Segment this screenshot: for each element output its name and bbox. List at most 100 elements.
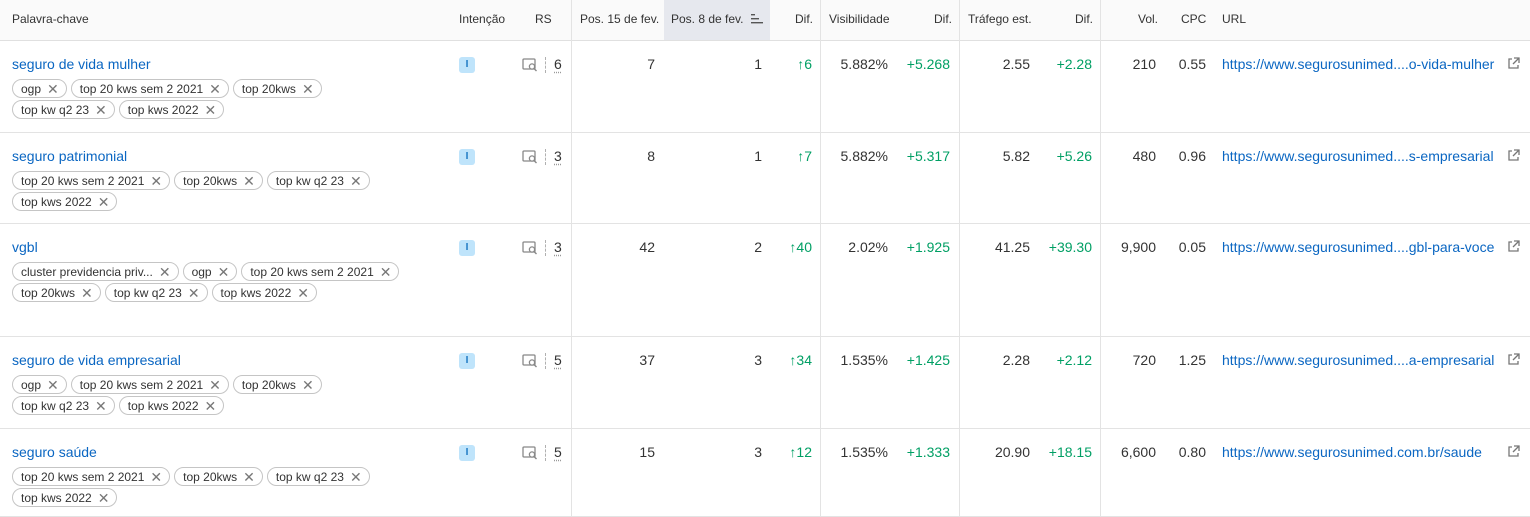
serp-features-icon[interactable] xyxy=(522,150,538,164)
tag-list: top 20 kws sem 2 2021 ✕ top 20kws ✕ top kw q… xyxy=(12,467,432,509)
col-keyword[interactable]: Palavra-chave xyxy=(12,12,89,26)
close-icon[interactable]: ✕ xyxy=(150,172,163,189)
rs-value[interactable]: 3 xyxy=(554,239,562,255)
rs-value[interactable]: 6 xyxy=(554,56,562,72)
keyword-link[interactable]: seguro de vida empresarial xyxy=(12,352,181,368)
close-icon[interactable]: ✕ xyxy=(187,284,200,301)
tag-chip[interactable]: top 20 kws sem 2 2021 ✕ xyxy=(241,262,400,281)
close-icon[interactable]: ✕ xyxy=(47,376,59,393)
tag-chip[interactable]: top kws 2022 ✕ xyxy=(211,283,317,302)
tag-chip[interactable]: ogp ✕ xyxy=(12,375,67,394)
intent-badge[interactable]: I xyxy=(459,353,475,369)
url-link[interactable]: https://www.segurosunimed.com.br/saude xyxy=(1222,444,1482,460)
close-icon[interactable]: ✕ xyxy=(97,193,110,210)
col-pos-8-feb[interactable]: Pos. 8 de fev. xyxy=(664,0,770,40)
tag-chip[interactable]: top 20 kws sem 2 2021 ✕ xyxy=(12,171,171,190)
tag-chip[interactable]: top 20 kws sem 2 2021 ✕ xyxy=(12,467,171,486)
external-link-icon[interactable] xyxy=(1507,149,1520,162)
tag-chip[interactable]: top kw q2 23 ✕ xyxy=(266,467,370,486)
close-icon[interactable]: ✕ xyxy=(243,468,255,485)
close-icon[interactable]: ✕ xyxy=(217,263,230,280)
table-row: seguro de vida mulher I 6 7 1 ↑6 5.882% +5.268… xyxy=(0,41,1530,133)
close-icon[interactable]: ✕ xyxy=(349,172,362,189)
close-icon[interactable]: ✕ xyxy=(97,489,110,506)
close-icon[interactable]: ✕ xyxy=(301,80,314,97)
close-icon[interactable]: ✕ xyxy=(297,284,309,301)
tag-chip[interactable]: top kw q2 23 ✕ xyxy=(12,396,115,415)
tag-label: top kws 2022 xyxy=(127,398,199,413)
keyword-link[interactable]: seguro patrimonial xyxy=(12,148,128,164)
close-icon[interactable]: ✕ xyxy=(209,376,221,393)
close-icon[interactable]: ✕ xyxy=(301,376,314,393)
external-link-icon[interactable] xyxy=(1507,445,1520,458)
close-icon[interactable]: ✕ xyxy=(204,397,217,414)
url-link[interactable]: https://www.segurosunimed....o-vida-mulh… xyxy=(1222,56,1495,72)
intent-badge[interactable]: I xyxy=(459,57,475,73)
close-icon[interactable]: ✕ xyxy=(81,284,93,301)
external-link-icon[interactable] xyxy=(1507,240,1520,253)
tag-chip[interactable]: top kws 2022 ✕ xyxy=(12,488,118,507)
close-icon[interactable]: ✕ xyxy=(95,101,107,118)
tag-chip[interactable]: top 20kws ✕ xyxy=(174,467,263,486)
col-cpc[interactable]: CPC xyxy=(1181,12,1207,26)
serp-features-icon[interactable] xyxy=(522,446,538,460)
cell-cpc: 0.80 xyxy=(1178,444,1206,460)
col-volume[interactable]: Vol. xyxy=(1138,12,1159,26)
tag-label: top 20 kws sem 2 2021 xyxy=(79,377,204,392)
tag-chip[interactable]: top 20kws ✕ xyxy=(232,375,322,394)
col-diff-traffic[interactable]: Dif. xyxy=(1075,12,1093,26)
serp-features-icon[interactable] xyxy=(522,58,538,72)
col-traffic[interactable]: Tráfego est. xyxy=(968,12,1032,26)
tag-chip[interactable]: ogp ✕ xyxy=(182,262,238,281)
col-url[interactable]: URL xyxy=(1222,12,1247,26)
tag-chip[interactable]: top kws 2022 ✕ xyxy=(12,192,118,211)
close-icon[interactable]: ✕ xyxy=(209,80,221,97)
close-icon[interactable]: ✕ xyxy=(349,468,362,485)
tag-chip[interactable]: top kws 2022 ✕ xyxy=(118,396,225,415)
tag-chip[interactable]: top 20kws ✕ xyxy=(232,79,322,98)
close-icon[interactable]: ✕ xyxy=(243,172,255,189)
col-visibility[interactable]: Visibilidade xyxy=(829,12,890,26)
close-icon[interactable]: ✕ xyxy=(204,101,217,118)
tag-chip[interactable]: top kws 2022 ✕ xyxy=(118,100,225,119)
tag-chip[interactable]: ogp ✕ xyxy=(12,79,67,98)
url-link[interactable]: https://www.segurosunimed....s-empresari… xyxy=(1222,148,1494,164)
col-diff-position[interactable]: Dif. xyxy=(795,12,813,26)
cell-traffic: 20.90 xyxy=(994,444,1030,460)
intent-badge[interactable]: I xyxy=(459,240,475,256)
tag-chip[interactable]: top 20kws ✕ xyxy=(12,283,101,302)
keyword-link[interactable]: seguro saúde xyxy=(12,444,97,460)
close-icon[interactable]: ✕ xyxy=(158,263,171,280)
tag-chip[interactable]: cluster previdencia priv... ✕ xyxy=(12,262,179,281)
tag-chip[interactable]: top 20 kws sem 2 2021 ✕ xyxy=(70,375,229,394)
close-icon[interactable]: ✕ xyxy=(379,263,392,280)
keyword-link[interactable]: vgbl xyxy=(12,239,38,255)
col-intent[interactable]: Intenção xyxy=(459,12,506,26)
intent-badge[interactable]: I xyxy=(459,445,475,461)
keyword-link[interactable]: seguro de vida mulher xyxy=(12,56,151,72)
close-icon[interactable]: ✕ xyxy=(95,397,107,414)
tag-chip[interactable]: top kw q2 23 ✕ xyxy=(104,283,208,302)
rs-value[interactable]: 3 xyxy=(554,148,562,164)
intent-badge[interactable]: I xyxy=(459,149,475,165)
url-link[interactable]: https://www.segurosunimed....a-empresari… xyxy=(1222,352,1495,368)
cell-cpc: 0.96 xyxy=(1178,148,1206,164)
close-icon[interactable]: ✕ xyxy=(150,468,163,485)
external-link-icon[interactable] xyxy=(1507,57,1520,70)
rs-value[interactable]: 5 xyxy=(554,352,562,368)
external-link-icon[interactable] xyxy=(1507,353,1520,366)
tag-chip[interactable]: top kw q2 23 ✕ xyxy=(12,100,115,119)
url-link[interactable]: https://www.segurosunimed....gbl-para-vo… xyxy=(1222,239,1495,255)
tag-label: top kws 2022 xyxy=(21,490,92,505)
serp-features-icon[interactable] xyxy=(522,241,538,255)
tag-chip[interactable]: top kw q2 23 ✕ xyxy=(266,171,370,190)
close-icon[interactable]: ✕ xyxy=(47,80,59,97)
col-pos-15-feb[interactable]: Pos. 15 de fev. xyxy=(580,12,660,26)
col-rs[interactable]: RS xyxy=(535,12,552,26)
rs-value[interactable]: 5 xyxy=(554,444,562,460)
serp-features-icon[interactable] xyxy=(522,354,538,368)
tag-label: ogp xyxy=(191,264,212,279)
tag-chip[interactable]: top 20 kws sem 2 2021 ✕ xyxy=(70,79,229,98)
col-diff-visibility[interactable]: Dif. xyxy=(934,12,952,26)
tag-chip[interactable]: top 20kws ✕ xyxy=(174,171,263,190)
